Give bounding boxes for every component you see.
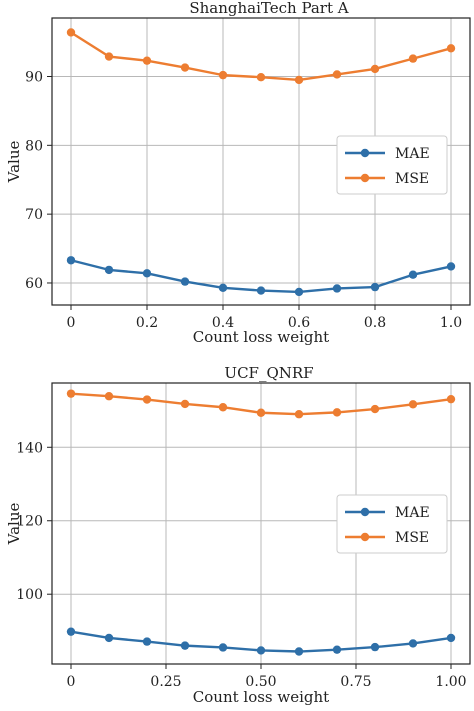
legend-marker-mae: [360, 507, 370, 517]
x-tick-label: 0.8: [364, 315, 386, 331]
chart-panel-2: 0 0.25 0.50 0.75 1.00 100 120 140 UCF_QNRF Count …: [5, 364, 471, 706]
data-point-mae: [332, 645, 342, 654]
series-line-mse: [70, 31, 452, 82]
x-tick-label: 0.50: [245, 674, 276, 690]
x-tick-label: 0.75: [340, 674, 371, 690]
data-point-mse: [218, 403, 228, 412]
data-point-mse: [180, 399, 190, 409]
y-axis-label: Value: [5, 503, 23, 546]
y-tick-label: 70: [25, 207, 43, 223]
data-point-mse: [446, 394, 456, 404]
data-point-mae: [408, 270, 418, 279]
data-point-mse: [408, 400, 418, 409]
data-point-mse: [294, 410, 304, 419]
chart-title: ShanghaiTech Part A: [189, 0, 348, 17]
legend-label-mse: MSE: [395, 171, 429, 187]
legend-marker-mse: [360, 173, 370, 183]
data-point-mae: [142, 637, 152, 646]
x-tick-label: 0.4: [212, 315, 234, 331]
y-axis-label: Value: [5, 141, 23, 184]
x-tick-label: 0.2: [136, 315, 158, 331]
y-tick-label: 80: [25, 138, 43, 154]
data-point-mae: [104, 265, 114, 275]
x-tick-label: 0.25: [150, 674, 181, 690]
legend-label-mae: MAE: [395, 505, 430, 521]
y-tick-label: 120: [16, 514, 43, 530]
data-point-mae: [446, 262, 456, 271]
x-tick-label: 1.00: [435, 674, 466, 690]
data-point-mse: [104, 52, 114, 61]
legend-marker-mae: [360, 148, 370, 158]
data-point-mae: [370, 282, 380, 292]
data-point-mse: [218, 70, 228, 80]
legend-marker-mse: [360, 532, 370, 542]
data-point-mse: [370, 64, 380, 74]
chart-title: UCF_QNRF: [224, 364, 313, 382]
data-point-mse: [408, 54, 418, 63]
legend-frame: [336, 135, 448, 195]
data-point-mae: [370, 642, 380, 652]
data-point-mae: [446, 633, 456, 643]
x-tick-label: 1.0: [440, 315, 462, 331]
data-point-mae: [332, 284, 342, 293]
y-tick-label: 140: [16, 440, 43, 456]
chart-panel-1: 0 0.2 0.4 0.6 0.8 1.0 60 70 80 90 ShanghaiTech Par…: [5, 0, 471, 346]
plot-frame: [51, 17, 471, 306]
data-point-mae: [256, 646, 266, 655]
data-point-mae: [294, 647, 304, 656]
data-point-mae: [218, 283, 228, 292]
y-tick-label: 60: [25, 276, 43, 292]
data-point-mae: [66, 256, 76, 265]
data-point-mae: [180, 277, 190, 286]
data-point-mse: [370, 404, 380, 414]
legend: MAE MSE: [336, 494, 448, 554]
x-tick-label: 0: [67, 315, 76, 331]
legend-frame: [336, 494, 448, 554]
data-point-mae: [294, 287, 304, 297]
data-point-mse: [332, 70, 342, 79]
data-point-mse: [66, 28, 76, 37]
x-tick-label: 0.6: [288, 315, 310, 331]
data-point-mse: [256, 408, 266, 417]
data-point-mse: [180, 63, 190, 72]
y-tick-label: 100: [16, 587, 43, 603]
data-point-mae: [66, 627, 76, 636]
data-point-mse: [446, 44, 456, 53]
data-point-mae: [104, 633, 114, 643]
data-point-mse: [104, 392, 114, 401]
x-axis-label: Count loss weight: [193, 688, 329, 706]
data-point-mse: [256, 72, 266, 82]
x-tick-label: 0: [67, 674, 76, 690]
data-point-mae: [142, 269, 152, 278]
legend: MAE MSE: [336, 135, 448, 195]
data-point-mae: [408, 639, 418, 648]
data-point-mse: [66, 389, 76, 398]
x-axis-label: Count loss weight: [193, 328, 329, 346]
data-point-mae: [256, 286, 266, 295]
legend-label-mse: MSE: [395, 530, 429, 546]
legend-label-mae: MAE: [395, 146, 430, 162]
data-point-mse: [294, 75, 304, 85]
data-point-mae: [218, 643, 228, 652]
data-point-mae: [180, 641, 190, 650]
data-point-mse: [142, 56, 152, 65]
y-tick-label: 90: [25, 70, 43, 86]
data-point-mse: [332, 408, 342, 417]
data-point-mse: [142, 395, 152, 404]
